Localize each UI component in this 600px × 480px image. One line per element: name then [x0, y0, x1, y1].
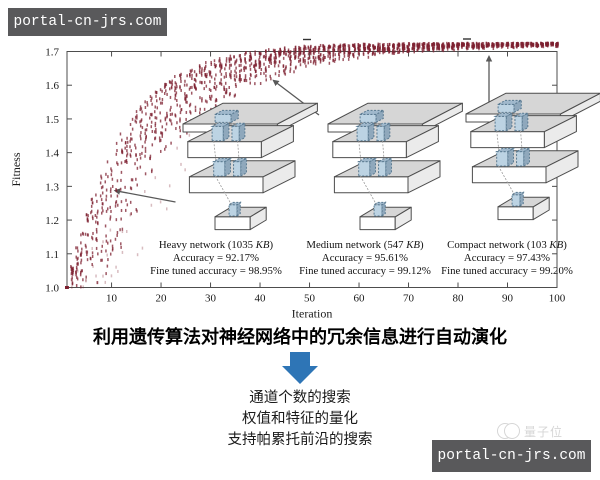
- svg-text:1.0: 1.0: [45, 283, 59, 295]
- svg-text:1.6: 1.6: [45, 80, 59, 92]
- svg-text:100: 100: [549, 293, 566, 305]
- svg-text:1.1: 1.1: [45, 249, 59, 261]
- svg-text:10: 10: [106, 293, 118, 305]
- svg-text:1.4: 1.4: [45, 148, 59, 160]
- svg-text:80: 80: [453, 293, 465, 305]
- svg-text:20: 20: [156, 293, 168, 305]
- svg-text:Fitness: Fitness: [9, 152, 23, 186]
- svg-text:1.5: 1.5: [45, 114, 59, 126]
- svg-text:1.7: 1.7: [45, 47, 59, 59]
- svg-text:70: 70: [403, 293, 415, 305]
- svg-text:60: 60: [354, 293, 366, 305]
- svg-text:30: 30: [205, 293, 217, 305]
- svg-text:90: 90: [502, 293, 514, 305]
- svg-text:50: 50: [304, 293, 316, 305]
- svg-text:1.2: 1.2: [45, 215, 59, 227]
- svg-text:40: 40: [255, 293, 267, 305]
- svg-text:Iteration: Iteration: [292, 307, 333, 321]
- svg-text:1.3: 1.3: [45, 181, 59, 193]
